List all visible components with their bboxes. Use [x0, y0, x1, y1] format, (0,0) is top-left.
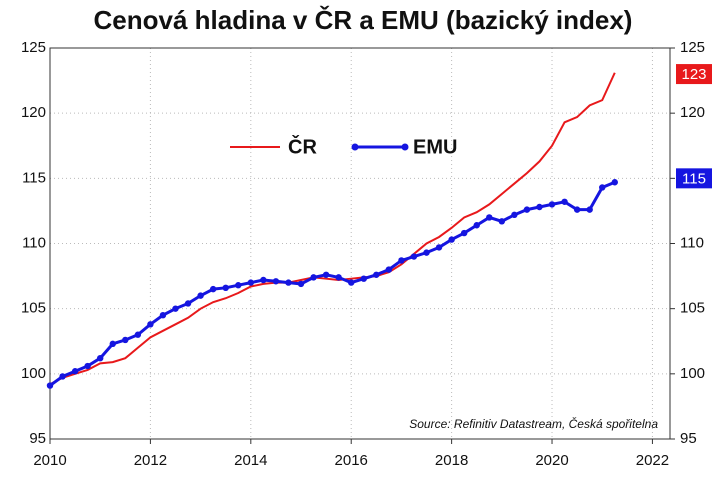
series-marker	[71, 368, 79, 375]
legend-marker	[351, 143, 359, 151]
legend-marker	[401, 143, 409, 151]
end-tag	[676, 168, 712, 189]
chart-title: Cenová hladina v ČR a EMU (bazický index…	[94, 5, 633, 35]
x-tick-label: 2018	[435, 452, 468, 469]
legend-item: ČR	[230, 134, 317, 158]
y-tick-label-right: 100	[680, 365, 705, 382]
series-marker	[599, 184, 606, 191]
series-marker	[260, 276, 267, 284]
y-tick-label: 125	[21, 39, 46, 56]
x-tick-label: 2012	[134, 452, 167, 469]
y-tick-label: 95	[29, 430, 46, 447]
series-marker	[184, 300, 192, 307]
series-marker	[523, 206, 531, 213]
series-marker	[272, 278, 280, 285]
series-marker	[448, 236, 455, 243]
legend-label: EMU	[413, 136, 457, 158]
series-marker	[109, 340, 116, 348]
end-tag-label: 115	[682, 170, 706, 187]
end-tag	[676, 64, 712, 85]
plot-frame	[49, 47, 671, 440]
series-marker	[498, 218, 506, 225]
series-marker	[235, 282, 242, 289]
y-tick-label: 120	[21, 104, 46, 121]
series-marker	[561, 198, 568, 205]
y-tick-label: 110	[22, 234, 46, 251]
y-tick-label-right: 95	[680, 430, 697, 447]
series-marker	[548, 201, 556, 208]
series-marker	[536, 203, 543, 211]
end-tag-label: 123	[681, 66, 706, 83]
series-marker	[247, 279, 255, 286]
y-tick-label-right: 105	[680, 300, 705, 317]
x-tick-label: 2016	[335, 452, 368, 469]
x-tick-label: 2014	[234, 452, 267, 469]
series-marker	[360, 275, 367, 282]
x-tick-label: 2010	[33, 452, 66, 469]
y-tick-label-right: 125	[680, 39, 705, 56]
x-tick-label: 2020	[535, 452, 568, 469]
series-marker	[222, 284, 229, 292]
series-marker	[84, 362, 91, 370]
series-marker	[460, 229, 468, 237]
legend-item: EMU	[351, 136, 457, 158]
source-note: Source: Refinitiv Datastream, Česká spoř…	[409, 416, 658, 431]
series-marker	[285, 279, 292, 286]
series-line	[49, 180, 616, 387]
series-marker	[209, 285, 217, 293]
series-marker	[122, 336, 129, 344]
series-marker	[398, 257, 405, 264]
y-tick-label-right: 120	[680, 104, 705, 121]
y-tick-label-right: 110	[680, 234, 704, 251]
series-marker	[473, 222, 480, 229]
series-marker	[197, 292, 204, 299]
series-marker	[59, 373, 66, 380]
series-marker	[586, 206, 593, 213]
series-marker	[511, 211, 518, 219]
y-tick-label: 100	[21, 365, 46, 382]
series-marker	[435, 244, 443, 251]
series-marker	[335, 274, 342, 281]
series-marker	[134, 331, 142, 338]
series-marker	[310, 274, 317, 281]
series-marker	[486, 214, 493, 221]
series-marker	[423, 249, 430, 256]
series-line	[49, 72, 616, 386]
series-marker	[147, 321, 154, 328]
series-marker	[410, 253, 418, 260]
series-marker	[97, 354, 104, 362]
series-marker	[172, 305, 179, 312]
x-tick-label: 2022	[636, 452, 669, 469]
series-marker	[573, 206, 581, 213]
series-marker	[385, 266, 393, 273]
series-marker	[373, 271, 380, 278]
series-marker	[46, 382, 54, 389]
series-marker	[611, 179, 618, 186]
series-marker	[348, 279, 355, 286]
legend-label: ČR	[288, 134, 317, 158]
y-tick-label: 115	[22, 169, 46, 186]
series-marker	[322, 271, 330, 278]
series-marker	[159, 311, 167, 319]
y-tick-label: 105	[21, 300, 46, 317]
series-marker	[297, 280, 305, 288]
